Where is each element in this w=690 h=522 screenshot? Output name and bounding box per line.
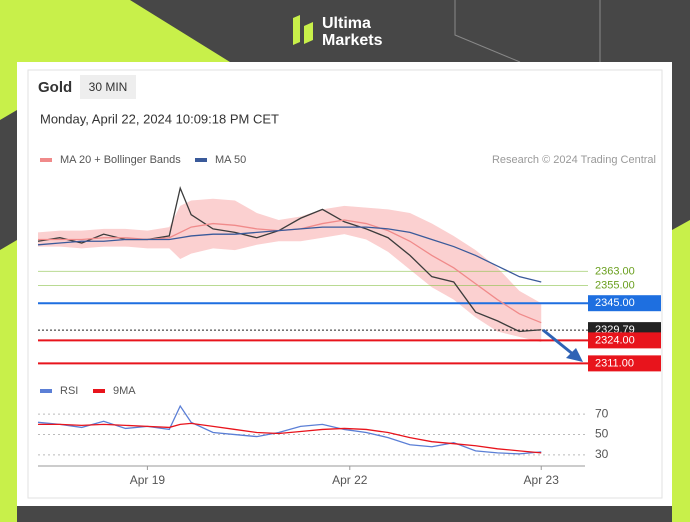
level-label: 2345.00 xyxy=(595,297,635,309)
legend-label: RSI xyxy=(60,385,78,397)
y-tick-label: 30 xyxy=(595,447,609,461)
logo-mark xyxy=(304,22,313,44)
level-label: 2355.00 xyxy=(595,279,635,291)
credit: Research © 2024 Trading Central xyxy=(492,154,656,166)
legend-swatch xyxy=(93,389,105,393)
background-accent xyxy=(0,240,17,522)
series-line xyxy=(37,226,542,283)
legend-label: 9MA xyxy=(113,385,136,397)
logo: Ultima Markets xyxy=(293,15,383,49)
series-line xyxy=(37,404,542,455)
legend-swatch xyxy=(40,158,52,162)
level-label: 2363.00 xyxy=(595,265,635,277)
arrow-head xyxy=(566,348,583,362)
legend-label: MA 20 + Bollinger Bands xyxy=(60,154,181,166)
level-label: 2311.00 xyxy=(595,357,634,369)
level-label: 2324.00 xyxy=(595,334,635,346)
x-tick-label: Apr 23 xyxy=(524,473,560,487)
legend-swatch xyxy=(195,158,207,162)
logo-mark xyxy=(293,15,300,45)
arrow-shaft xyxy=(542,328,575,357)
x-tick-label: Apr 22 xyxy=(332,473,368,487)
chart-panel xyxy=(27,69,663,499)
timeframe-box xyxy=(80,75,136,99)
forecast-arrow xyxy=(542,328,583,362)
instrument: Gold xyxy=(38,79,72,96)
level-tag xyxy=(588,295,661,312)
logo-text: Markets xyxy=(322,32,383,49)
background-accent xyxy=(0,0,230,120)
timeframe: 30 MIN xyxy=(89,80,128,94)
logo-text: Ultima xyxy=(322,15,371,32)
plot: 2363.002355.002345.002329.792324.002311.… xyxy=(37,154,661,487)
timestamp: Monday, April 22, 2024 10:09:18 PM CET xyxy=(40,111,279,126)
y-tick-label: 70 xyxy=(595,406,609,420)
level-tag xyxy=(588,355,661,372)
decor-line xyxy=(454,0,521,63)
background-accent xyxy=(672,220,690,522)
level-tag xyxy=(588,332,661,349)
y-tick-label: 50 xyxy=(595,427,609,441)
legend-swatch xyxy=(40,389,52,393)
x-tick-label: Apr 19 xyxy=(130,473,166,487)
series-line xyxy=(38,422,542,454)
legend-label: MA 50 xyxy=(215,154,246,166)
